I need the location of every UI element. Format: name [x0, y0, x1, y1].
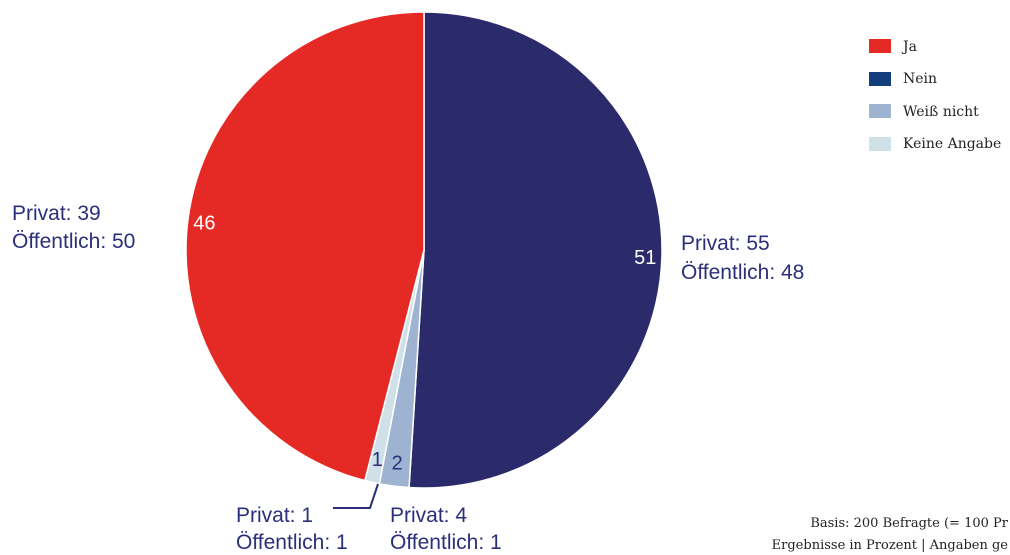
annotation-weiss-nicht-oeffentlich: Öffentlich: 1	[390, 531, 502, 554]
slice-value-weiss-nicht: 2	[392, 453, 403, 475]
legend-label-ja: Ja	[901, 39, 917, 55]
legend-swatch-ja	[869, 39, 891, 53]
legend-label-keine-angabe: Keine Angabe	[903, 136, 1001, 152]
pie-slice-ja	[185, 11, 425, 482]
annotation-nein-oeffentlich: Öffentlich: 48	[681, 261, 804, 284]
connector-line	[333, 483, 379, 509]
legend-label-weiss-nicht: Weiß nicht	[903, 104, 979, 120]
pie-slice-nein	[408, 11, 663, 489]
legend-swatch-keine-angabe	[869, 137, 891, 151]
legend-swatch-weiss-nicht	[869, 104, 891, 118]
legend-swatch-nein	[869, 72, 891, 86]
footer-ergebnisse: Ergebnisse in Prozent | Angaben ge	[772, 538, 1009, 553]
annotation-ja-oeffentlich: Öffentlich: 50	[12, 230, 135, 253]
pie-slices	[185, 11, 663, 489]
annotation-ja-privat: Privat: 39	[12, 202, 101, 225]
legend: Ja Nein Weiß nicht Keine Angabe	[869, 39, 1001, 152]
slice-value-ja: 46	[193, 212, 215, 234]
slice-value-keine-angabe: 1	[372, 449, 383, 471]
annotation-keine-angabe-privat: Privat: 1	[236, 504, 313, 527]
pie-slice-labels: 51 21 46	[193, 212, 656, 474]
footer-basis: Basis: 200 Befragte (= 100 Pr	[810, 516, 1008, 531]
slice-value-nein: 51	[634, 247, 656, 269]
annotation-weiss-nicht-privat: Privat: 4	[390, 504, 467, 527]
annotation-nein-privat: Privat: 55	[681, 232, 770, 255]
annotation-keine-angabe-oeffentlich: Öffentlich: 1	[236, 531, 348, 554]
legend-label-nein: Nein	[903, 71, 937, 87]
